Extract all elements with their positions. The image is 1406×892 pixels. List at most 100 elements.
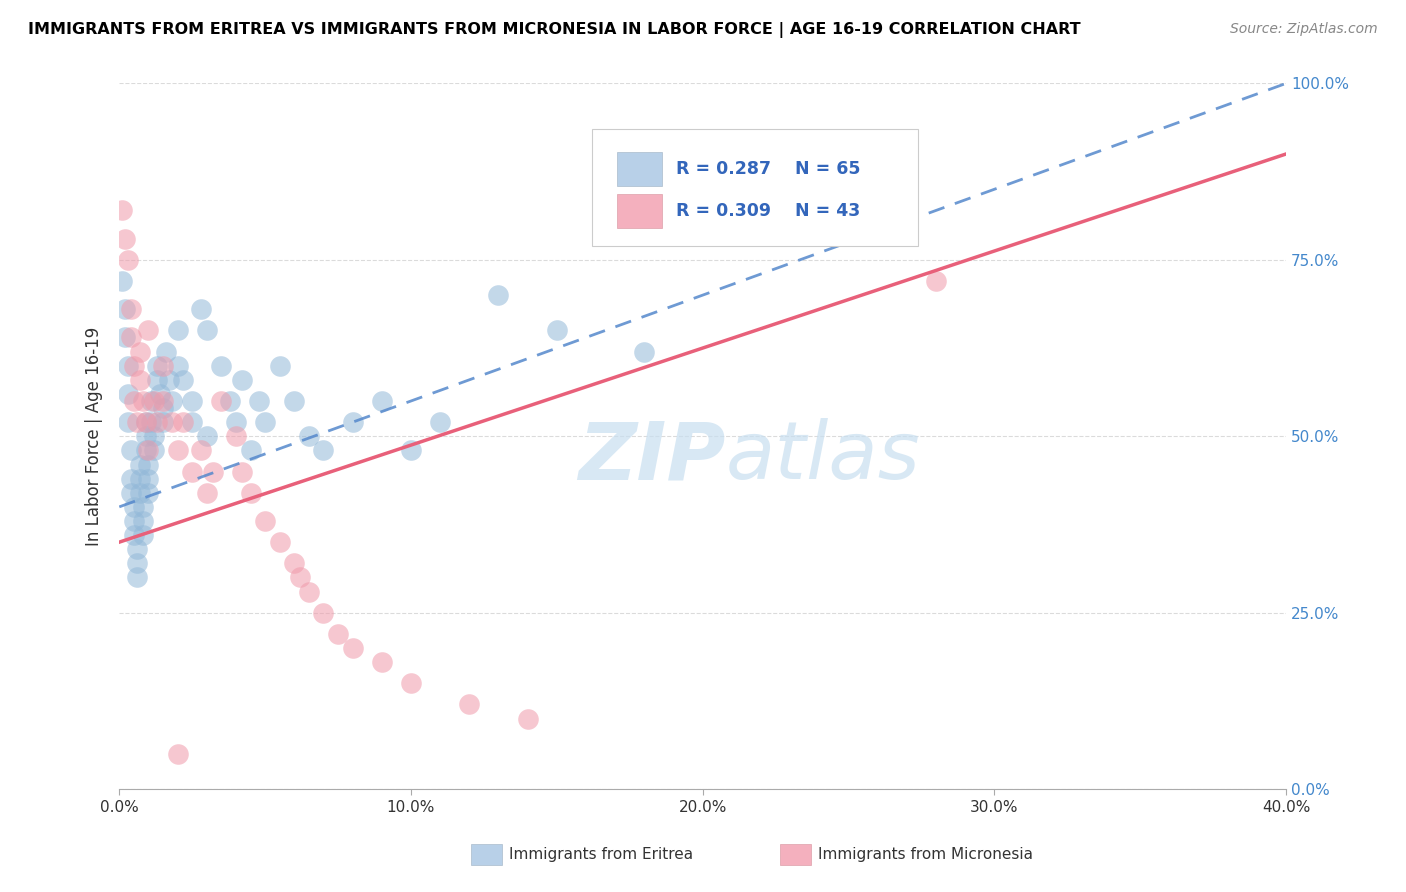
Point (166, 359, 188, 373)
Point (342, 640, 364, 655)
Point (195, 485, 218, 500)
Point (125, 557, 148, 571)
Point (225, 415, 247, 429)
Point (117, 359, 139, 373)
Point (371, 394, 394, 409)
Point (114, 302, 136, 317)
Point (231, 373, 253, 387)
Point (131, 394, 153, 409)
Point (225, 429, 247, 443)
Point (125, 542, 148, 557)
Point (128, 373, 150, 387)
Point (122, 528, 145, 542)
Point (152, 359, 174, 373)
Point (131, 514, 153, 528)
Point (371, 655, 394, 669)
Point (160, 415, 183, 429)
Point (209, 394, 232, 409)
Point (239, 443, 262, 458)
Point (143, 394, 166, 409)
Text: R = 0.309    N = 43: R = 0.309 N = 43 (676, 202, 860, 220)
Point (157, 373, 180, 387)
Text: ZIP: ZIP (579, 418, 725, 497)
Point (298, 584, 321, 599)
Point (312, 606, 335, 620)
Point (269, 359, 291, 373)
Text: Immigrants from Micronesia: Immigrants from Micronesia (818, 847, 1033, 862)
Point (138, 443, 160, 458)
Point (283, 394, 305, 409)
Point (122, 359, 145, 373)
Point (128, 472, 150, 486)
Point (122, 394, 145, 409)
Point (181, 394, 204, 409)
Point (239, 485, 262, 500)
Point (155, 344, 177, 359)
Point (201, 465, 224, 479)
Point (254, 514, 277, 528)
Point (138, 323, 160, 337)
Point (458, 698, 481, 712)
Point (209, 359, 232, 373)
Point (269, 535, 291, 549)
Point (231, 465, 253, 479)
Point (546, 323, 568, 337)
Point (298, 429, 321, 443)
Text: atlas: atlas (725, 418, 921, 497)
Point (152, 415, 174, 429)
Point (166, 323, 188, 337)
Point (160, 394, 183, 409)
Point (114, 330, 136, 344)
Point (146, 373, 169, 387)
Point (117, 415, 139, 429)
Point (195, 323, 218, 337)
Point (143, 443, 166, 458)
Point (117, 387, 139, 401)
Point (125, 570, 148, 584)
Point (111, 274, 134, 288)
Point (166, 443, 188, 458)
Point (131, 528, 153, 542)
Point (138, 485, 160, 500)
Point (120, 330, 142, 344)
Point (138, 472, 160, 486)
Point (152, 394, 174, 409)
Point (190, 443, 212, 458)
Point (120, 302, 142, 317)
Point (254, 415, 277, 429)
Point (172, 415, 194, 429)
Point (181, 415, 204, 429)
Point (172, 373, 194, 387)
Point (488, 288, 510, 302)
Text: IMMIGRANTS FROM ERITREA VS IMMIGRANTS FROM MICRONESIA IN LABOR FORCE | AGE 16-19: IMMIGRANTS FROM ERITREA VS IMMIGRANTS FR… (28, 22, 1081, 38)
Text: Immigrants from Eritrea: Immigrants from Eritrea (509, 847, 693, 862)
Point (146, 415, 169, 429)
Point (120, 485, 142, 500)
Y-axis label: In Labor Force | Age 16-19: In Labor Force | Age 16-19 (86, 326, 103, 546)
Point (141, 415, 163, 429)
Point (131, 500, 153, 514)
Bar (617, 194, 662, 228)
Point (135, 443, 157, 458)
Point (128, 485, 150, 500)
Point (326, 627, 349, 641)
Point (122, 514, 145, 528)
Text: Source: ZipAtlas.com: Source: ZipAtlas.com (1230, 22, 1378, 37)
Point (195, 429, 218, 443)
Point (135, 429, 157, 443)
Point (312, 443, 335, 458)
Point (190, 302, 212, 317)
Point (143, 429, 166, 443)
Point (141, 394, 163, 409)
Point (117, 252, 139, 267)
Point (128, 344, 150, 359)
Point (181, 465, 204, 479)
Bar (617, 152, 662, 186)
Point (342, 415, 364, 429)
Point (111, 203, 134, 218)
Point (516, 712, 538, 726)
Point (429, 415, 451, 429)
Point (925, 274, 948, 288)
Point (149, 387, 172, 401)
Point (146, 359, 169, 373)
